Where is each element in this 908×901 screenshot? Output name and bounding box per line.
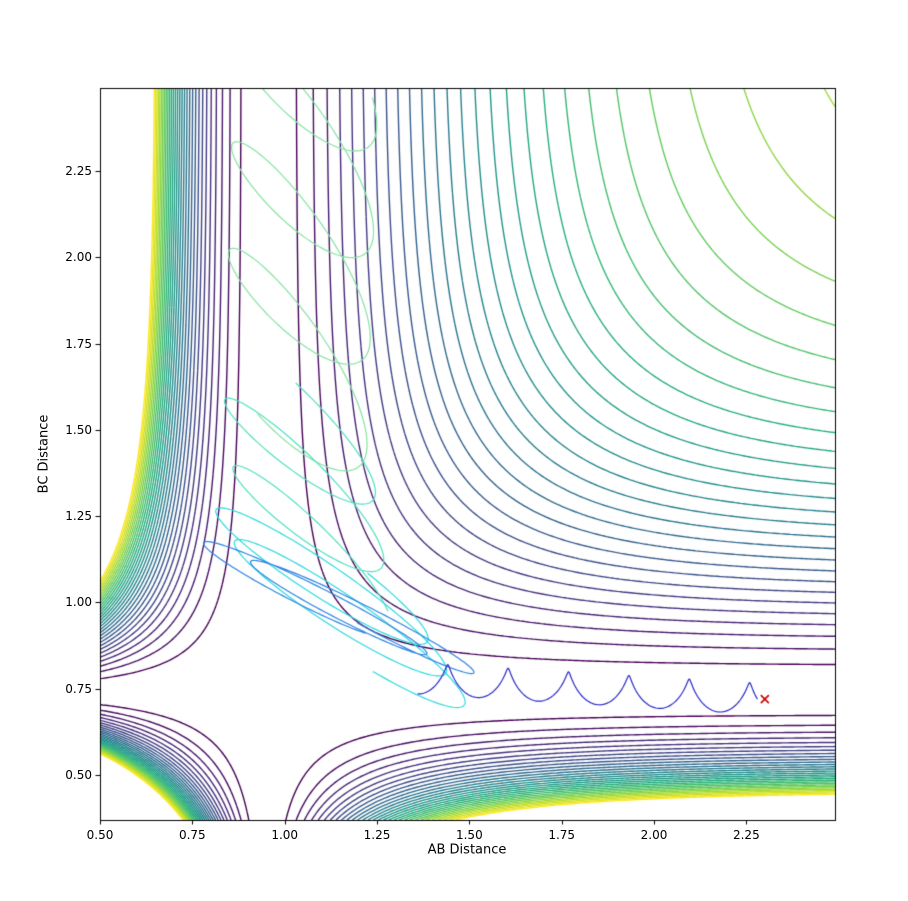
x-tick-label: 0.75 xyxy=(178,828,206,842)
y-tick-label: 1.25 xyxy=(65,509,92,524)
x-tick-label: 0.50 xyxy=(86,828,114,842)
x-tick-label: 2.25 xyxy=(732,828,760,842)
y-tick-label: 1.50 xyxy=(65,422,92,437)
x-tick-label: 2.00 xyxy=(640,828,668,842)
y-tick-label: 0.75 xyxy=(65,681,92,696)
x-tick-label: 1.75 xyxy=(548,828,576,842)
x-tick-label: 1.00 xyxy=(271,828,299,842)
x-axis-label: AB Distance xyxy=(427,842,507,858)
y-tick-label: 1.75 xyxy=(65,336,92,351)
y-tick-label: 2.00 xyxy=(65,250,92,265)
x-tick-label: 1.50 xyxy=(455,828,483,842)
y-axis-label: BC Distance xyxy=(36,414,52,494)
y-tick-label: 2.25 xyxy=(65,163,92,178)
x-tick-label: 1.25 xyxy=(363,828,391,842)
y-tick-label: 0.50 xyxy=(65,768,92,783)
y-tick-label: 1.00 xyxy=(65,595,92,610)
